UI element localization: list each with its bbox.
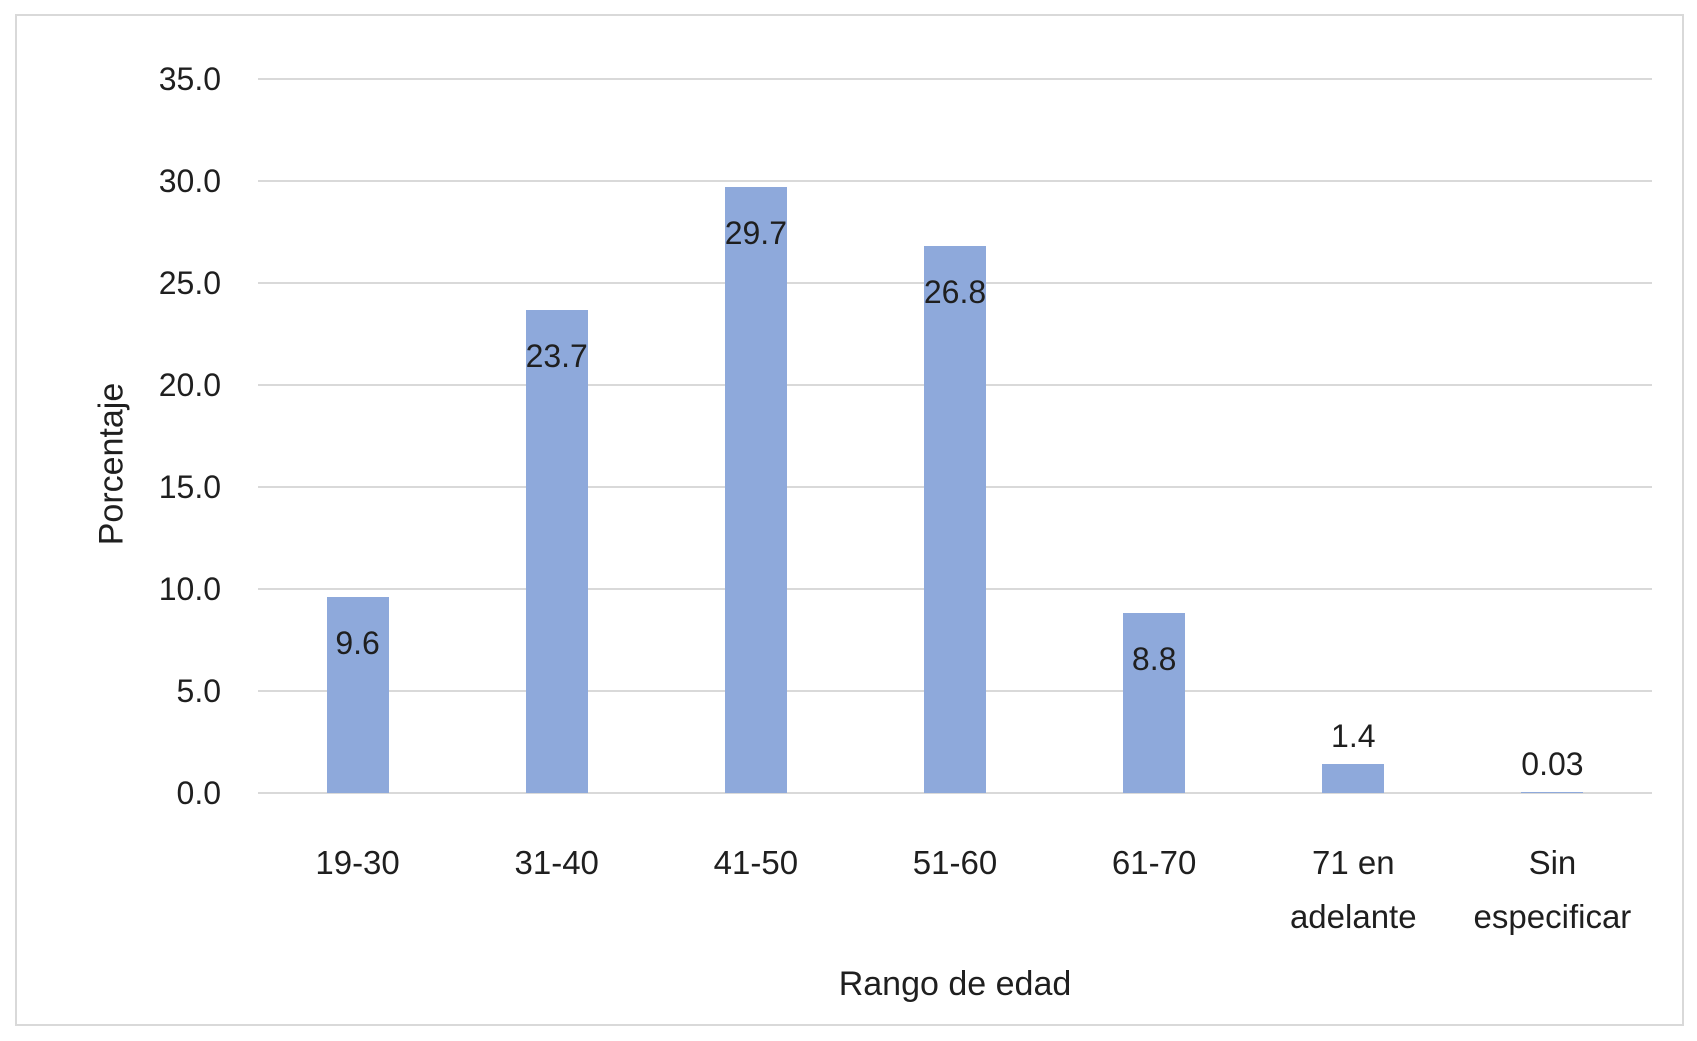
x-tick-label: 19-30 bbox=[315, 844, 400, 881]
data-label: 8.8 bbox=[1131, 641, 1177, 677]
bar-slot: 9.6 bbox=[258, 79, 457, 793]
y-axis-tick-labels: 0.0 5.0 10.0 15.0 20.0 25.0 30.0 35.0 bbox=[57, 61, 221, 811]
y-tick-label: 5.0 bbox=[176, 673, 221, 709]
y-tick-label: 15.0 bbox=[158, 469, 221, 505]
data-label: 1.4 bbox=[1331, 718, 1376, 754]
x-axis-tick-labels: 19-30 31-40 41-50 51-60 61-70 71 en adelante S… bbox=[258, 836, 1652, 944]
bar-slot: 26.8 bbox=[855, 79, 1054, 793]
x-axis-title: Rango de edad bbox=[838, 965, 1072, 1003]
bar bbox=[923, 246, 986, 793]
data-label: 23.7 bbox=[525, 338, 588, 374]
plot-area: 9.6 23.7 29.7 26.8 8.8 1.4 0.03 bbox=[258, 78, 1652, 794]
data-label: 9.6 bbox=[335, 625, 380, 661]
data-label: 29.7 bbox=[724, 215, 787, 251]
x-tick-label: 41-50 bbox=[713, 844, 799, 881]
data-label: 26.8 bbox=[923, 274, 987, 310]
y-tick-label: 25.0 bbox=[158, 265, 221, 301]
bar-slot: 8.8 bbox=[1055, 79, 1254, 793]
chart-frame: Porcentaje 0.0 5.0 10.0 15.0 20.0 25.0 30.0 35.… bbox=[15, 14, 1684, 1026]
y-tick-label: 20.0 bbox=[158, 367, 221, 403]
x-tick-label: 51-60 bbox=[912, 844, 998, 881]
gridline bbox=[258, 78, 1652, 80]
bar bbox=[1521, 792, 1584, 793]
bar bbox=[724, 187, 787, 793]
y-tick-label: 30.0 bbox=[158, 163, 221, 199]
data-label: 0.03 bbox=[1521, 746, 1584, 782]
x-axis-line bbox=[258, 792, 1652, 794]
bar bbox=[1123, 613, 1186, 793]
bar-slot: 23.7 bbox=[457, 79, 656, 793]
bar-slot: 1.4 bbox=[1254, 79, 1453, 793]
bar bbox=[1322, 764, 1385, 793]
bar bbox=[525, 310, 588, 793]
bar-slot: 29.7 bbox=[656, 79, 855, 793]
gridline bbox=[258, 180, 1652, 182]
x-tick-label: 71 en adelante bbox=[1289, 844, 1417, 935]
x-tick-label: Sin especificar bbox=[1473, 844, 1632, 935]
y-tick-label: 0.0 bbox=[176, 775, 221, 811]
y-tick-label: 10.0 bbox=[158, 571, 221, 607]
x-tick-label: 61-70 bbox=[1111, 844, 1197, 881]
bar-slot: 0.03 bbox=[1453, 79, 1652, 793]
bar bbox=[326, 597, 389, 793]
x-tick-label: 31-40 bbox=[514, 844, 599, 881]
y-tick-label: 35.0 bbox=[158, 61, 221, 97]
